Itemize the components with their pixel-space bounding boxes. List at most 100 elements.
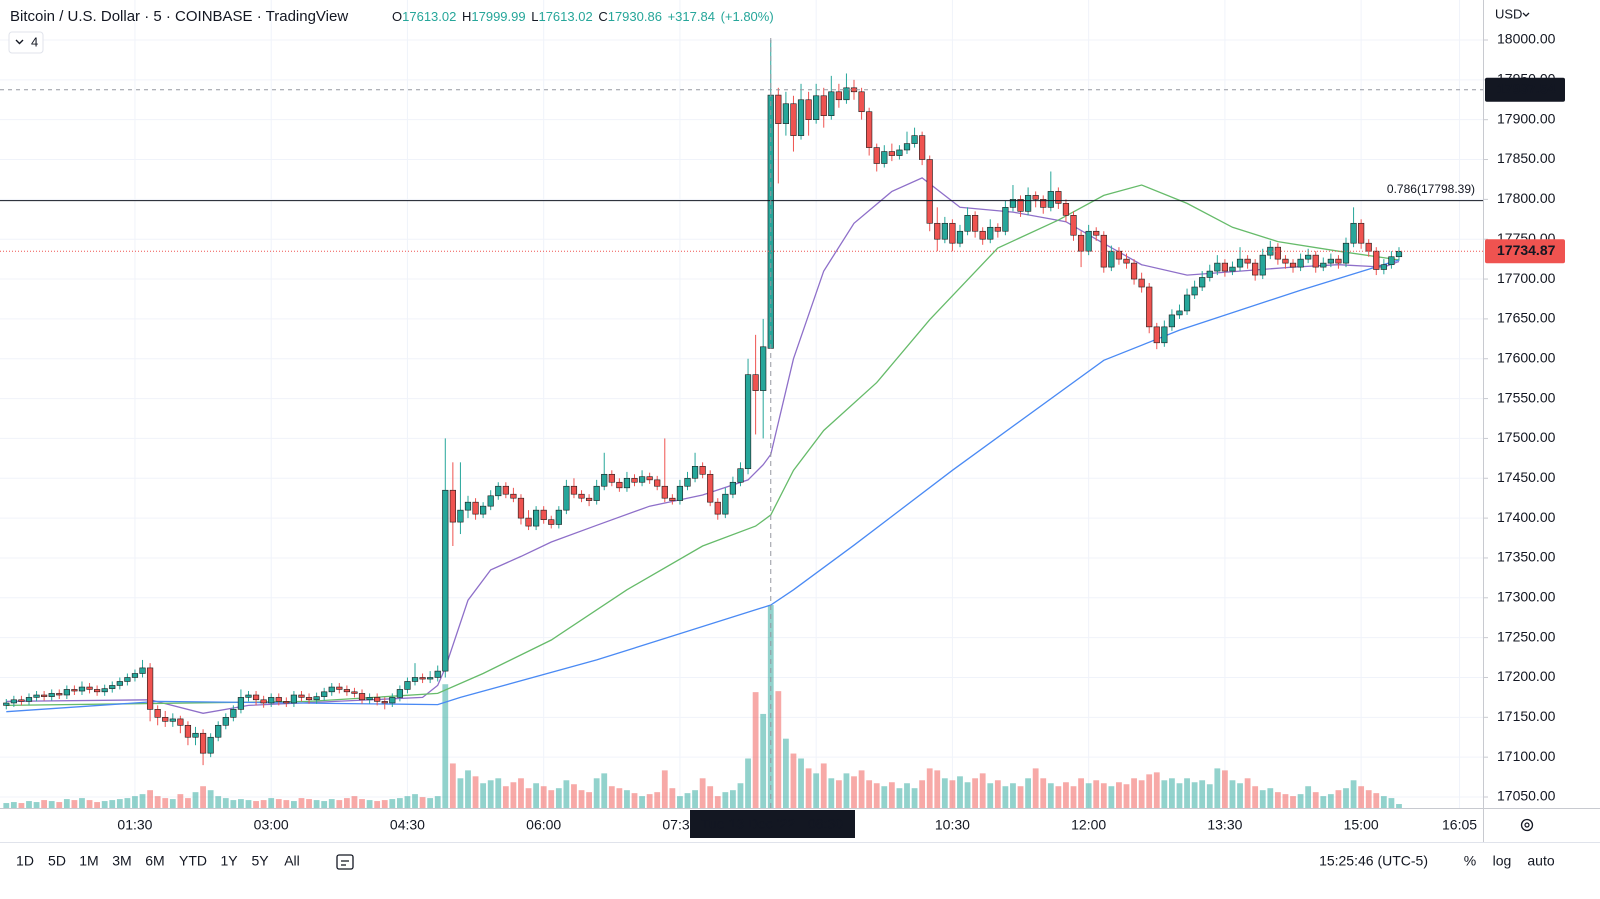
volume-bar [1312,792,1319,808]
volume-bar [1108,786,1115,808]
candle-body [275,697,282,702]
x-tick-label: 10:30 [935,817,970,833]
settings-button[interactable] [1520,818,1534,832]
volume-bar [412,794,418,808]
grid-layer: 17050.00 17100.00 17150.00 17200.00 17250.00… [0,0,1556,833]
log-toggle[interactable]: log [1493,853,1512,869]
candle-body [533,509,540,527]
volume-bar [124,798,131,808]
candle-body [1040,199,1047,208]
y-tick-label: 17850.00 [1497,150,1556,166]
candle-body [457,509,464,523]
candle-body [631,477,638,483]
candle-body [1009,199,1017,208]
volume-bar [389,799,396,808]
volume-layer [3,605,1402,808]
symbol-title[interactable]: Bitcoin / U.S. Dollar · 5 · COINBASE · T… [10,8,348,25]
volume-bar [1131,778,1137,808]
volume-bar [639,796,645,808]
volume-bar [245,800,252,808]
percent-toggle[interactable]: % [1464,853,1476,869]
candle-body [1032,195,1039,200]
volume-bar [472,776,479,808]
candle-body [820,95,827,117]
candle-body [177,718,184,726]
volume-bar [1229,780,1236,808]
candle-body [358,693,366,701]
volume-bar [56,802,63,808]
y-tick-label: 17350.00 [1497,549,1556,565]
candle-body [109,685,116,689]
candle-body [934,222,941,240]
volume-bar [215,796,222,808]
candle-body [775,94,782,124]
volume-bar [941,778,948,808]
candle-body [260,699,267,704]
candle-layer [3,40,1403,766]
volume-bar [495,778,502,808]
candle-body [903,143,911,151]
candle-body [608,473,615,483]
ohlc-value: 17613.02 [538,9,592,24]
indicators-button[interactable] [8,31,44,54]
candle-body [661,485,668,499]
range-button[interactable]: 1Y [220,853,238,869]
moving-average-line [6,184,1400,707]
candle-body [782,103,789,124]
y-tick-label: 17700.00 [1497,270,1556,286]
candle-body [1320,262,1327,268]
volume-bar [1297,794,1304,808]
goto-date-button[interactable] [336,854,354,870]
range-button[interactable]: 5Y [251,853,269,869]
indicators-toggle[interactable]: 4 [8,31,44,54]
moving-average-line [6,259,1400,713]
auto-toggle[interactable]: auto [1527,853,1554,869]
candle-body [1373,250,1380,270]
candle-body [525,517,532,527]
volume-bar [359,799,365,808]
candle-body [222,717,229,726]
candle-body [495,485,502,497]
volume-bar [707,786,714,808]
candle-body [1047,191,1054,208]
ohlc-value: 17613.02 [402,9,456,24]
candle-body [298,694,305,698]
candle-body [1176,310,1183,316]
calendar-lines [341,860,349,866]
volume-bar [328,799,335,808]
range-button[interactable]: 3M [112,853,131,869]
volume-bar [692,790,698,808]
range-button[interactable]: 5D [48,853,66,869]
ohlc-legend: O17613.02 H17999.99 L17613.02 C17930.86 … [392,9,774,24]
candle-body [510,493,517,499]
range-button[interactable]: 6M [145,853,164,869]
range-button[interactable]: All [284,853,300,869]
candle-body [237,697,245,710]
volume-bar [775,691,782,808]
volume-bar [1040,778,1047,808]
ohlc-label: L [531,9,538,24]
range-button[interactable]: 1M [79,853,98,869]
range-button[interactable]: 1D [16,853,34,869]
volume-bar [722,792,729,808]
candle-body [994,226,1001,232]
candle-body [184,724,192,738]
clock[interactable]: 15:25:46 (UTC-5) [1319,853,1428,869]
volume-bar [1206,784,1213,808]
volume-bar [1017,786,1024,808]
currency-selector[interactable]: USD [1495,6,1522,21]
x-tick-label: 01:30 [117,817,152,833]
candle-body [78,686,86,692]
volume-bar [677,796,683,808]
volume-bar [631,793,638,808]
range-button[interactable]: YTD [179,853,207,869]
volume-bar [979,773,986,808]
volume-bar [571,784,577,808]
volume-bar [881,786,888,808]
candle-body [10,699,17,704]
volume-bar [10,802,17,808]
volume-bar [873,783,880,808]
candle-body [1214,262,1221,272]
candle-body [3,702,10,706]
